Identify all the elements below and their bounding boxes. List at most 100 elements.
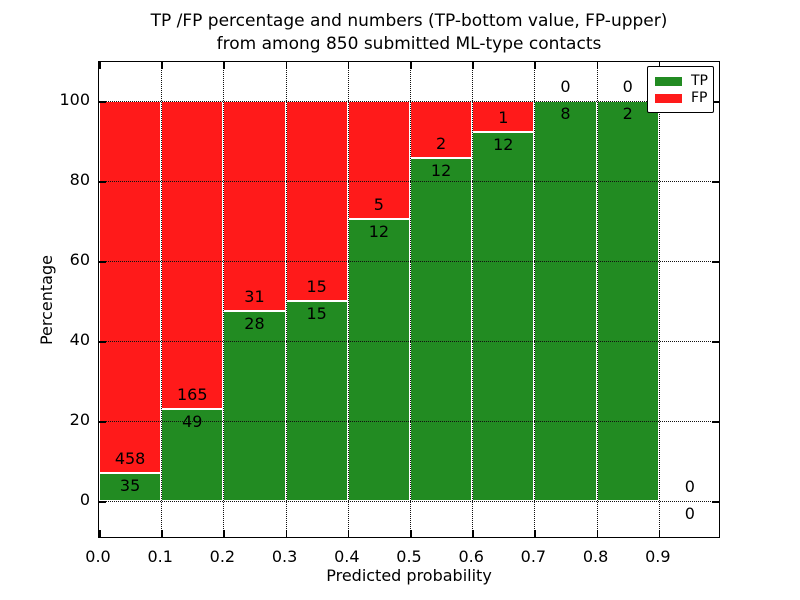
bar-segment-fp [285, 101, 348, 301]
y-tick-mark [712, 181, 719, 183]
y-tick-label: 20 [69, 410, 90, 429]
x-tick-mark [285, 530, 288, 537]
x-tick-mark [472, 62, 474, 69]
bar-count-fp: 0 [560, 77, 571, 96]
v-gridline [596, 62, 598, 537]
bar-segment-tp [534, 101, 597, 501]
y-tick-label: 80 [69, 170, 90, 189]
v-gridline [658, 62, 660, 537]
x-tick-label: 0.8 [582, 547, 609, 566]
x-tick-mark [99, 530, 101, 537]
bar-segment-fp [161, 101, 224, 410]
v-gridline [410, 62, 411, 537]
x-tick-label: 0.1 [147, 547, 173, 566]
x-tick-mark [285, 62, 288, 69]
y-tick-mark [712, 101, 719, 103]
x-tick-label: 0.5 [396, 547, 422, 566]
legend-swatch-tp [655, 77, 682, 86]
y-tick-mark [712, 421, 719, 423]
chart-title: TP /FP percentage and numbers (TP-bottom… [98, 10, 720, 56]
x-axis-label: Predicted probability [326, 566, 492, 585]
y-tick-label: 60 [69, 250, 90, 269]
bar-segment-fp [223, 101, 286, 312]
bar-segment-tp [161, 409, 224, 501]
legend-entry-fp: FP [655, 90, 708, 107]
x-tick-mark [472, 530, 474, 537]
h-gridline [99, 421, 719, 422]
h-gridline [99, 101, 719, 102]
y-tick-mark [99, 261, 106, 263]
bar-count-fp: 1 [498, 107, 509, 127]
x-tick-mark [223, 530, 225, 537]
bar-count-fp: 2 [436, 134, 447, 154]
bar-count-tp: 15 [306, 304, 327, 323]
bar-count-tp: 12 [368, 221, 390, 241]
bar-segment-fp [347, 101, 410, 219]
v-gridline [223, 62, 225, 537]
x-tick-label: 0.3 [271, 547, 298, 566]
bar-count-tp: 2 [622, 104, 633, 123]
bar-count-fp: 0 [684, 477, 695, 496]
y-tick-mark [99, 101, 106, 103]
bar-count-tp: 12 [430, 161, 452, 181]
legend: TP FP [647, 66, 714, 113]
bar-count-tp: 28 [244, 314, 265, 334]
chart-title-line2: from among 850 submitted ML-type contact… [216, 34, 602, 54]
x-tick-mark [534, 62, 536, 69]
bar-count-fp: 15 [306, 277, 327, 296]
x-tick-label: 0.9 [645, 547, 671, 566]
h-gridline [99, 181, 719, 182]
bar-count-tp: 0 [684, 504, 695, 523]
v-gridline [285, 62, 287, 537]
bar-count-fp: 31 [244, 287, 265, 307]
x-tick-mark [410, 530, 412, 537]
x-tick-mark [161, 62, 163, 69]
y-axis-label: Percentage [37, 255, 56, 346]
x-tick-mark [99, 62, 101, 69]
x-tick-label: 0.4 [334, 547, 360, 566]
bar-count-fp: 458 [114, 448, 146, 468]
x-tick-mark [410, 62, 412, 69]
legend-swatch-fp [655, 94, 682, 103]
bar-count-fp: 5 [373, 194, 384, 214]
y-tick-mark [712, 341, 719, 343]
x-tick-mark [223, 62, 225, 69]
y-tick-mark [99, 501, 106, 503]
x-tick-mark [347, 62, 350, 69]
bar-count-fp: 165 [177, 385, 208, 405]
legend-entry-tp: TP [655, 73, 708, 90]
legend-label-tp: TP [691, 73, 708, 89]
bar-count-tp: 49 [182, 412, 203, 432]
bar-segment-tp [285, 301, 348, 501]
bar-segment-tp [223, 311, 286, 501]
bar-segment-tp [99, 472, 162, 501]
y-tick-mark [99, 421, 106, 423]
v-gridline [534, 62, 536, 537]
v-gridline [161, 62, 163, 537]
v-gridline [347, 62, 349, 537]
x-tick-mark [658, 62, 661, 69]
y-tick-label: 40 [69, 330, 90, 349]
h-gridline [99, 501, 719, 502]
legend-label-fp: FP [691, 90, 708, 106]
x-tick-mark [161, 530, 163, 537]
x-tick-mark [534, 530, 536, 537]
y-tick-mark [99, 341, 106, 343]
bar-count-tp: 12 [493, 134, 514, 154]
y-tick-mark [712, 261, 719, 263]
h-gridline [99, 341, 719, 342]
x-tick-mark [347, 530, 350, 537]
bar-segment-fp [99, 101, 162, 473]
x-tick-mark [658, 530, 661, 537]
h-gridline [99, 261, 719, 262]
v-gridline [472, 62, 474, 537]
y-tick-label: 100 [59, 90, 90, 109]
x-tick-mark [596, 62, 599, 69]
x-tick-label: 0.2 [209, 547, 236, 566]
x-tick-mark [596, 530, 599, 537]
x-tick-label: 0.7 [520, 547, 547, 566]
bar-count-fp: 0 [622, 77, 633, 96]
bar-count-tp: 8 [560, 104, 571, 123]
y-tick-mark [712, 501, 719, 503]
